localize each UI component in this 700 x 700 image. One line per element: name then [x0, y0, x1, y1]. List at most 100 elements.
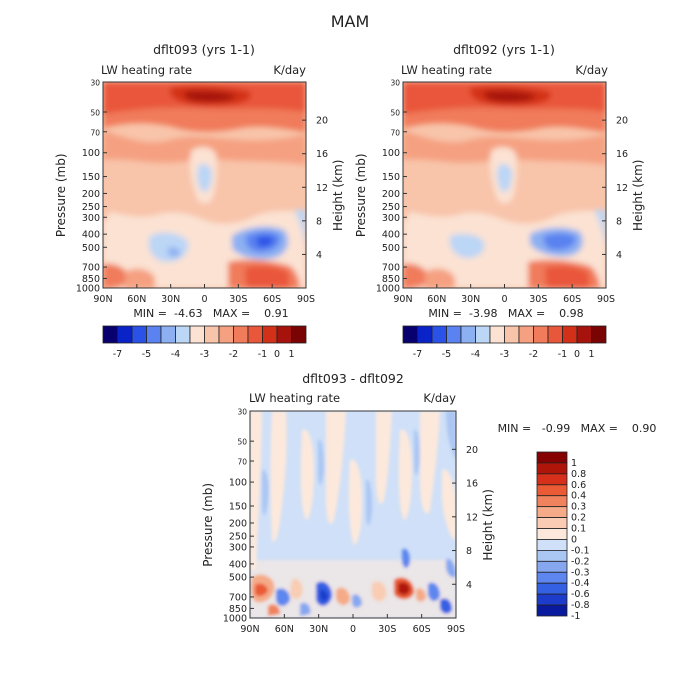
- panel-diff-title: dflt093 - dflt092: [302, 371, 404, 386]
- x-tick-label: 90N: [93, 294, 112, 305]
- colorbar-label: -0.6: [571, 589, 590, 600]
- h-tick-label: 4: [466, 580, 472, 591]
- p-tick-label: 50: [390, 109, 400, 118]
- h-tick-label: 16: [616, 149, 628, 160]
- figure-title: MAM: [331, 12, 370, 31]
- p-tick-label: 700: [82, 263, 100, 274]
- p-tick-label: 250: [229, 532, 247, 543]
- colorbar-swatch: [402, 325, 418, 344]
- x-tick-label: 0: [501, 294, 507, 305]
- p-tick-label: 1000: [376, 284, 400, 295]
- panel-left-axes: 90N 60N 30N 0 30S 60S 90S 30 50 70 100 150 200 250300…: [54, 79, 345, 306]
- colorbar-label: 0.1: [571, 524, 586, 535]
- panel-left-title: dflt093 (yrs 1-1): [153, 42, 255, 57]
- panel-diff-stats: MIN = -0.99 MAX = 0.90: [498, 422, 657, 435]
- colorbar-swatch: [536, 604, 568, 617]
- colorbar-label: -5: [442, 349, 451, 360]
- colorbar-swatch: [536, 495, 568, 508]
- colorbar-swatch: [189, 325, 205, 344]
- h-tick-label: 8: [466, 546, 472, 557]
- panel-right-variable-label: LW heating rate: [401, 63, 492, 77]
- p-tick-label: 850: [82, 274, 100, 285]
- x-tick-label: 0: [201, 294, 207, 305]
- colorbar-swatch: [489, 325, 505, 344]
- h-tick-label: 8: [616, 216, 622, 227]
- p-tick-label: 400: [229, 559, 247, 570]
- panel-left-colorbar: -7 -5 -4 -3 -2 -1 0 1: [102, 325, 307, 360]
- colorbar-label: -7: [413, 349, 422, 360]
- colorbar-swatch: [547, 325, 563, 344]
- colorbar-label: 0: [574, 349, 580, 360]
- panel-right-title: dflt092 (yrs 1-1): [453, 42, 555, 57]
- y2-axis-title: Height (km): [481, 489, 495, 560]
- colorbar-label: 1: [588, 349, 594, 360]
- p-tick-label: 200: [82, 189, 100, 200]
- colorbar-swatch: [536, 484, 568, 497]
- colorbar-swatch: [460, 325, 476, 344]
- colorbar-swatch: [431, 325, 447, 344]
- colorbar-swatch: [576, 325, 592, 344]
- colorbar-swatch: [291, 325, 307, 344]
- p-tick-label: 200: [229, 518, 247, 529]
- panel-diff-axes: 90N 60N 30N 0 30S 60S 90S 30 50 70 100 150 200 250300…: [201, 408, 495, 636]
- colorbar-label: -1: [258, 349, 267, 360]
- panel-left-variable-label: LW heating rate: [101, 63, 192, 77]
- x-tick-label: 30S: [229, 294, 247, 305]
- panel-left-stats: MIN = -4.63 MAX = 0.91: [133, 307, 288, 320]
- colorbar-label: 1: [571, 458, 577, 469]
- colorbar-swatch: [146, 325, 162, 344]
- p-tick-label: 500: [382, 243, 400, 254]
- colorbar-swatch: [102, 325, 118, 344]
- colorbar-swatch: [504, 325, 520, 344]
- y-axis-title: Pressure (mb): [54, 153, 68, 237]
- panel-right-stats: MIN = -3.98 MAX = 0.98: [428, 307, 583, 320]
- panel-diff-units-label: K/day: [423, 391, 456, 405]
- h-tick-label: 12: [616, 183, 628, 194]
- colorbar-swatch: [536, 571, 568, 584]
- panel-right-colorbar: -7 -5 -4 -3 -2 -1 0 1: [402, 325, 607, 360]
- colorbar-label: -0.2: [571, 556, 590, 567]
- colorbar-label: -0.8: [571, 600, 590, 611]
- h-tick-label: 16: [466, 479, 478, 490]
- colorbar-swatch: [536, 550, 568, 562]
- colorbar-label: -4: [171, 349, 180, 360]
- p-tick-label: 150: [229, 502, 247, 513]
- colorbar-label: -0.4: [571, 578, 590, 589]
- p-tick-label: 70: [390, 128, 400, 137]
- colorbar-swatch: [536, 528, 568, 540]
- p-tick-label: 200: [382, 189, 400, 200]
- h-tick-label: 16: [316, 149, 328, 160]
- colorbar-swatch: [446, 325, 462, 344]
- colorbar-label: -0.1: [571, 545, 590, 556]
- colorbar-label: -4: [471, 349, 480, 360]
- panel-diff-variable-label: LW heating rate: [249, 391, 340, 405]
- panel-right-field: [403, 82, 606, 288]
- x-tick-label: 0: [350, 624, 356, 635]
- panel-right-axes: 90N 60N 30N 0 30S 60S 90S 30 50 70 100 150 200 250300…: [354, 79, 645, 306]
- panel-left-units-label: K/day: [273, 63, 306, 77]
- p-tick-label: 100: [382, 148, 400, 159]
- x-tick-label: 60S: [413, 624, 431, 635]
- colorbar-label: 0.6: [571, 480, 586, 491]
- p-tick-label: 1000: [223, 614, 247, 625]
- p-tick-label: 50: [90, 109, 100, 118]
- colorbar-swatch: [276, 325, 292, 344]
- colorbar-swatch: [175, 325, 191, 344]
- colorbar-swatch: [533, 325, 549, 344]
- x-tick-label: 90S: [297, 294, 315, 305]
- colorbar-label: -3: [200, 349, 209, 360]
- p-tick-label: 70: [237, 458, 247, 467]
- colorbar-label: -1: [571, 611, 580, 622]
- y2-axis-title: Height (km): [631, 160, 645, 231]
- x-tick-label: 90N: [240, 624, 259, 635]
- p-tick-label: 300: [229, 542, 247, 553]
- p-tick-label: 30: [90, 79, 100, 88]
- x-tick-label: 60N: [127, 294, 146, 305]
- panel-right-units-label: K/day: [575, 63, 608, 77]
- colorbar-swatch: [518, 325, 534, 344]
- h-tick-label: 4: [616, 250, 622, 261]
- p-tick-label: 250: [82, 202, 100, 213]
- colorbar-swatch: [536, 582, 568, 595]
- colorbar-swatch: [536, 462, 568, 475]
